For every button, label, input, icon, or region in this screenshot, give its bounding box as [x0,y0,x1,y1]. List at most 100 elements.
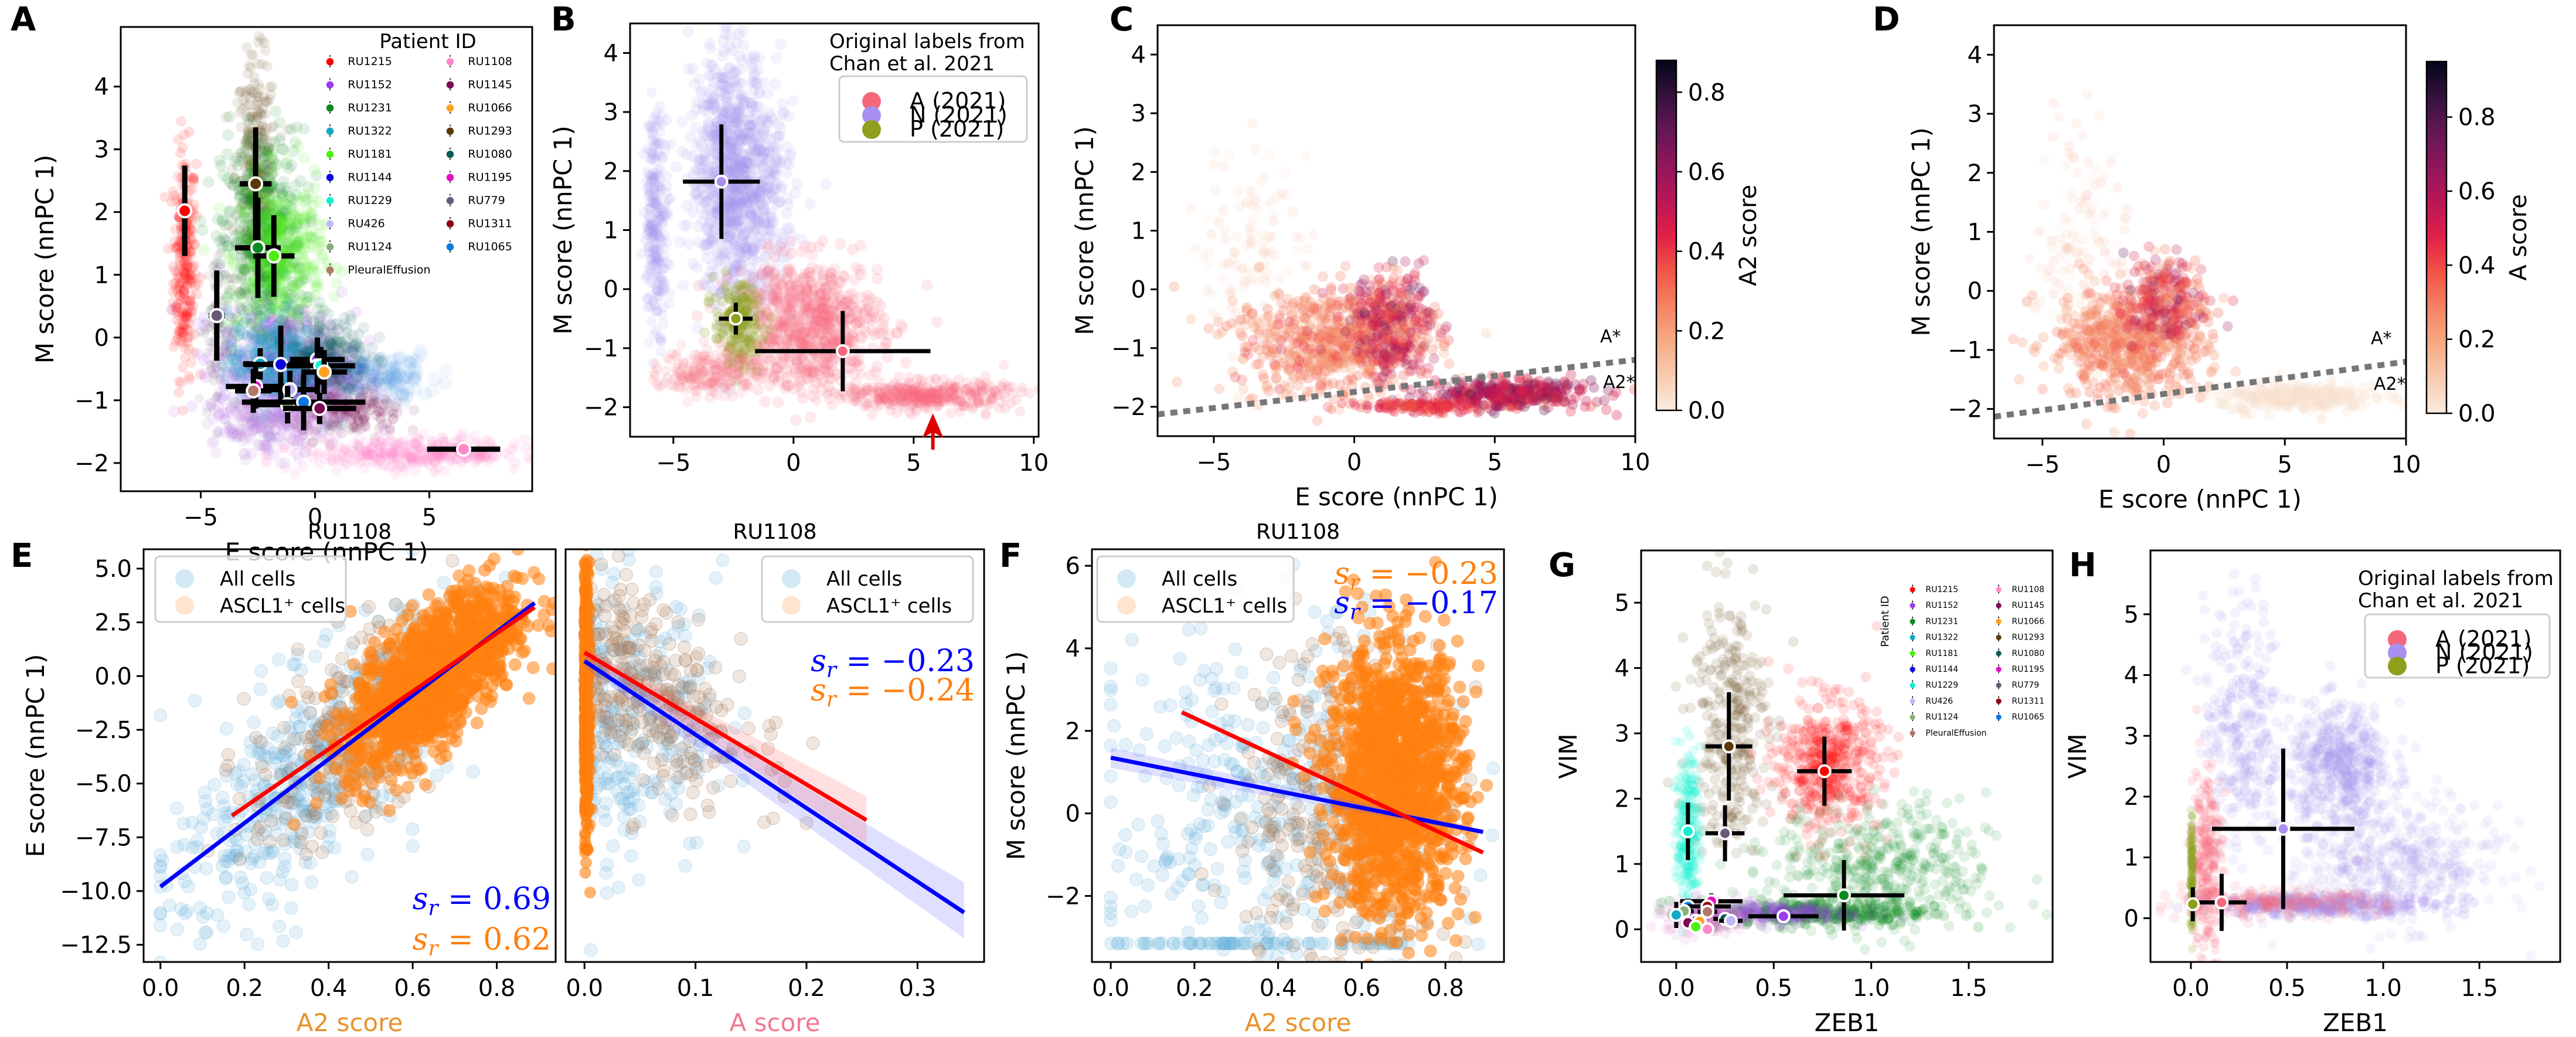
data-point [278,438,290,450]
legend-label: RU1215 [348,55,392,68]
data-point [176,378,186,388]
data-point [778,107,790,119]
data-point [279,457,291,469]
data-point [277,267,288,278]
data-point [185,325,195,336]
data-point [646,220,657,230]
data-point [654,115,665,126]
data-point [257,419,268,430]
data-point [336,266,348,277]
data-point [658,210,669,221]
data-point [576,444,587,454]
legend-label: RU1124 [348,240,392,253]
data-point [179,130,190,140]
data-point [218,369,230,380]
legend-label: RU1080 [468,148,512,161]
data-point [182,279,192,290]
data-point [308,315,319,327]
y-tick-label: 0 [94,325,109,352]
data-point [410,437,420,448]
data-point [691,262,703,274]
data-point [746,62,758,74]
data-point [763,182,774,193]
data-point [709,216,720,227]
legend-label: RU1311 [468,217,512,230]
data-point [240,454,251,465]
data-point [388,413,399,424]
legend-label: RU779 [468,194,505,207]
data-point [188,172,198,183]
data-point [429,467,440,477]
data-point [318,305,330,317]
data-point [213,202,224,214]
data-point [374,431,384,441]
legend-item: RU1144 [326,171,392,184]
data-point [336,286,348,298]
data-point [229,257,240,269]
data-point [676,115,688,127]
data-point [588,461,598,472]
data-point [720,29,731,40]
data-point [264,94,275,105]
data-point [695,158,706,170]
data-point [177,337,188,348]
legend-marker-icon [326,197,334,205]
data-point [657,152,668,162]
legend-marker-icon [326,243,334,251]
data-point [254,320,266,332]
data-point [656,237,667,247]
data-point [787,95,799,107]
data-point [658,302,669,312]
data-point [166,304,178,315]
data-point [195,215,207,227]
data-point [717,50,729,62]
data-point [740,134,752,145]
data-point [418,429,429,439]
data-point [654,254,665,265]
data-point [224,205,236,216]
data-point [744,152,756,164]
data-point [232,159,244,171]
data-point [671,161,682,173]
data-point [199,368,210,380]
data-point [525,453,536,463]
data-point [298,269,309,281]
data-point [723,81,735,93]
data-point [643,338,654,348]
data-point [224,111,236,123]
data-point [298,152,310,164]
data-point [331,453,342,463]
data-point [692,188,703,199]
y-tick-label: 4 [94,74,109,101]
data-point [225,338,237,349]
data-point [221,234,230,243]
data-point [646,155,656,166]
data-point [562,454,573,464]
data-point [313,195,325,207]
data-point [682,26,694,38]
data-point [555,451,566,462]
legend-label: RU1322 [348,125,392,138]
legend-marker-icon [447,81,454,89]
data-point [707,130,719,142]
x-tick-label: 5 [422,504,437,531]
data-point [317,249,329,261]
legend-label: RU1152 [348,79,392,91]
centroid-marker [267,250,280,263]
panel-letter-a: A [11,1,36,39]
data-point [191,159,202,169]
data-point [736,78,748,90]
legend-item: RU1215 [326,55,392,69]
legend-label: RU1145 [468,79,512,91]
data-point [544,459,554,470]
data-point [304,335,316,347]
legend-marker-icon [326,267,334,274]
data-point [542,433,552,443]
data-point [198,244,209,256]
centroid-marker [249,178,262,191]
legend-title: Patient ID [379,30,476,53]
data-point [324,337,336,349]
data-point [213,251,222,260]
data-point [646,87,656,98]
data-point [775,39,787,50]
